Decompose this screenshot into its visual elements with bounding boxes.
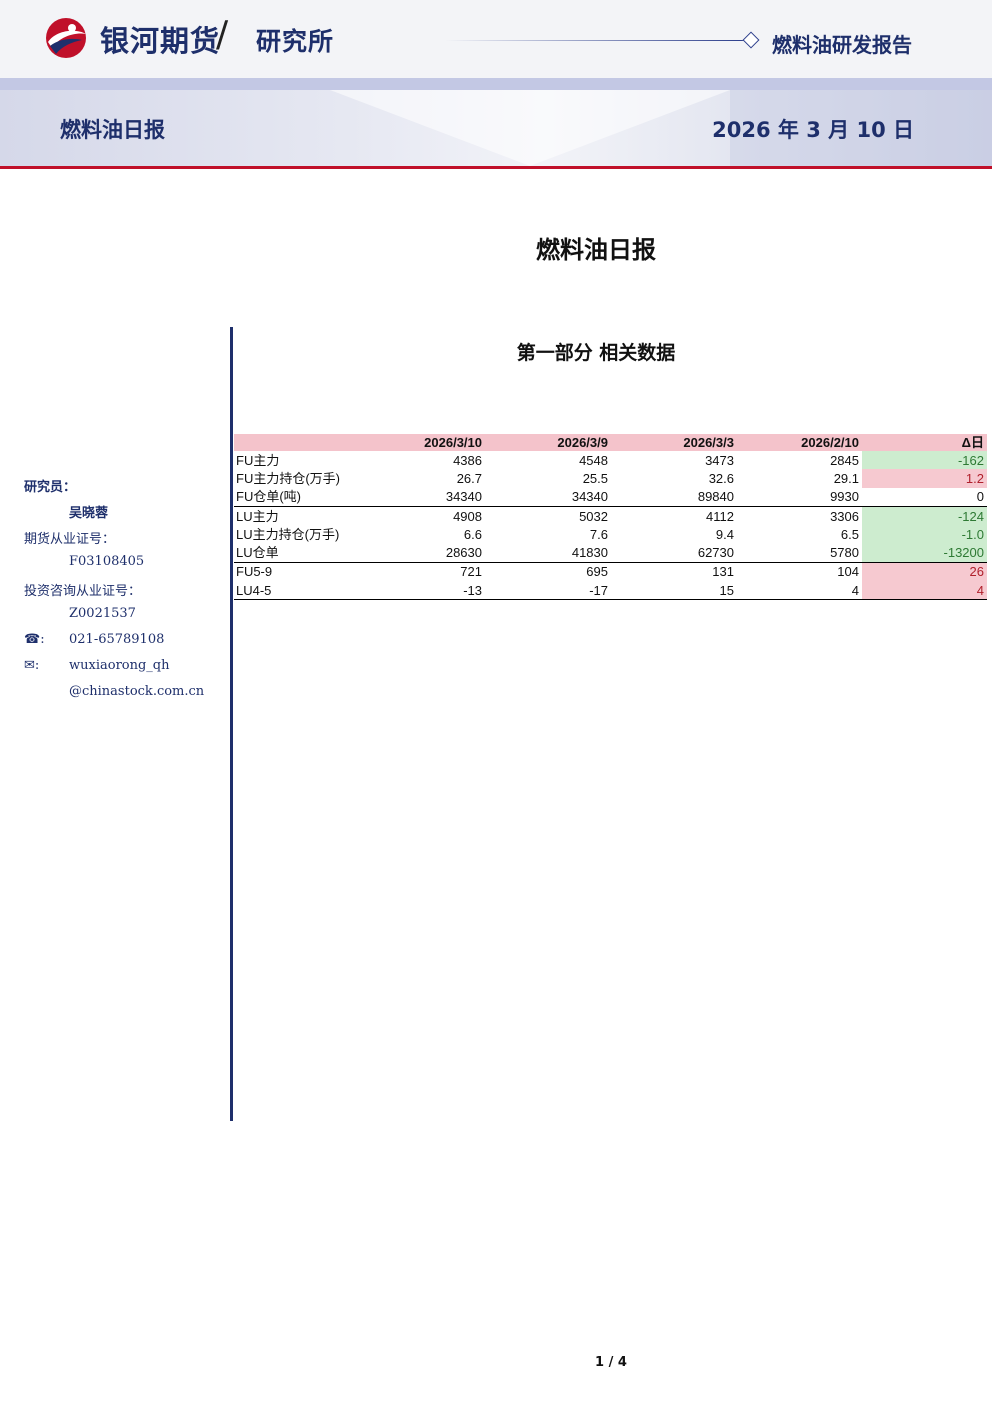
value-cell: 5780 <box>737 543 862 563</box>
brand-divider: / <box>216 14 229 55</box>
value-cell: 6.6 <box>463 526 482 542</box>
value-cell: 695 <box>586 564 608 580</box>
row-label: FU主力 <box>236 452 280 468</box>
futures-cert-number: F03108405 <box>69 554 145 569</box>
value-cell: 26.7 <box>456 470 482 486</box>
email-domain[interactable]: @chinastock.com.cn <box>69 684 205 699</box>
page-number: 1 / 4 <box>595 1355 627 1370</box>
band-report-title: 燃料油日报 <box>60 118 165 142</box>
table-row: FU主力 4386 4548 3473 2845 -162 <box>234 451 987 470</box>
galaxy-logo-icon <box>46 18 86 58</box>
header-cell <box>234 434 364 451</box>
advisory-cert-label: 投资咨询从业证号： <box>24 584 142 599</box>
value-cell: 62730 <box>611 543 737 563</box>
value-cell: 721 <box>460 564 482 580</box>
value-cell: 41830 <box>485 543 611 563</box>
row-label: FU5-9 <box>236 564 273 580</box>
row-label: LU主力 <box>236 508 279 524</box>
delta-cell: -162 <box>862 451 987 470</box>
value-cell: 5032 <box>579 508 608 524</box>
delta-cell: 1.2 <box>862 469 987 488</box>
brand-name: 银河期货 <box>100 24 221 58</box>
researcher-label: 研究员： <box>24 480 77 495</box>
decorative-line <box>445 40 745 41</box>
value-cell: 9.4 <box>715 526 734 542</box>
header-cell: Δ日 <box>862 434 987 451</box>
value-cell: 9930 <box>737 487 862 507</box>
row-label: LU仓单 <box>234 543 364 563</box>
fuel-oil-data-table: 2026/3/10 2026/3/9 2026/3/3 2026/2/10 Δ日… <box>234 434 987 601</box>
table-row: LU主力持仓(万手) 6.6 7.6 9.4 6.5 -1.0 <box>234 525 987 544</box>
value-cell: 32.6 <box>708 470 734 486</box>
header-band-light <box>0 78 992 90</box>
value-cell: -13 <box>364 581 485 601</box>
email-icon: ✉: <box>24 658 40 673</box>
value-cell: 4908 <box>453 508 482 524</box>
email-user[interactable]: wuxiaorong_qh <box>69 658 170 673</box>
value-cell: 6.5 <box>840 526 859 542</box>
table-row: LU4-5 -13 -17 15 4 4 <box>234 581 987 601</box>
diamond-icon <box>742 31 760 49</box>
row-label: LU主力持仓(万手) <box>236 526 340 542</box>
sidebar-divider <box>230 327 233 1121</box>
value-cell: 131 <box>712 564 734 580</box>
table-row: LU主力 4908 5032 4112 3306 -124 <box>234 506 987 526</box>
value-cell: 28630 <box>364 543 485 563</box>
value-cell: 34340 <box>485 487 611 507</box>
delta-cell: -124 <box>862 506 987 526</box>
phone-number: 021-65789108 <box>69 632 165 647</box>
table-row: FU主力持仓(万手) 26.7 25.5 32.6 29.1 1.2 <box>234 469 987 488</box>
value-cell: 3306 <box>830 508 859 524</box>
table-row: LU仓单 28630 41830 62730 5780 -13200 <box>234 543 987 563</box>
document-title: 燃料油日报 <box>536 236 656 264</box>
row-label: FU主力持仓(万手) <box>236 470 340 486</box>
value-cell: -17 <box>485 581 611 601</box>
brand-institute: 研究所 <box>256 27 335 56</box>
value-cell: 3473 <box>705 452 734 468</box>
header-cell: 2026/3/9 <box>485 434 611 451</box>
table-header-row: 2026/3/10 2026/3/9 2026/3/3 2026/2/10 Δ日 <box>234 434 987 451</box>
row-label: FU仓单(吨) <box>234 487 364 507</box>
section-title: 第一部分 相关数据 <box>516 342 676 364</box>
delta-cell: -1.0 <box>862 525 987 544</box>
header-title-band <box>0 90 992 166</box>
delta-cell: 4 <box>862 581 987 601</box>
value-cell: 7.6 <box>589 526 608 542</box>
value-cell: 4112 <box>706 508 734 524</box>
delta-cell: 26 <box>862 562 987 582</box>
phone-icon: ☎: <box>24 632 45 647</box>
delta-cell: -13200 <box>862 543 987 563</box>
table-row: FU仓单(吨) 34340 34340 89840 9930 0 <box>234 487 987 507</box>
row-label: LU4-5 <box>234 581 364 601</box>
value-cell: 15 <box>611 581 737 601</box>
value-cell: 2845 <box>830 452 859 468</box>
header-cell: 2026/3/3 <box>611 434 737 451</box>
advisory-cert-number: Z0021537 <box>69 606 136 621</box>
header-cell: 2026/3/10 <box>364 434 485 451</box>
report-kind: 燃料油研发报告 <box>772 33 912 57</box>
value-cell: 89840 <box>611 487 737 507</box>
value-cell: 25.5 <box>582 470 608 486</box>
table-row: FU5-9 721 695 131 104 26 <box>234 562 987 582</box>
top-header: 银河期货 / 研究所 燃料油研发报告 <box>0 0 992 78</box>
band-decoration <box>330 90 730 166</box>
delta-cell: 0 <box>862 487 987 507</box>
band-decoration-right <box>730 90 992 166</box>
band-report-date: 2026 年 3 月 10 日 <box>712 118 914 142</box>
value-cell: 4 <box>737 581 862 601</box>
value-cell: 29.1 <box>833 470 859 486</box>
header-red-rule <box>0 166 992 169</box>
value-cell: 4386 <box>453 452 482 468</box>
header-cell: 2026/2/10 <box>737 434 862 451</box>
futures-cert-label: 期货从业证号： <box>24 532 116 547</box>
value-cell: 34340 <box>364 487 485 507</box>
value-cell: 104 <box>837 564 859 580</box>
researcher-name: 吴晓蓉 <box>69 506 109 521</box>
value-cell: 4548 <box>579 452 608 468</box>
